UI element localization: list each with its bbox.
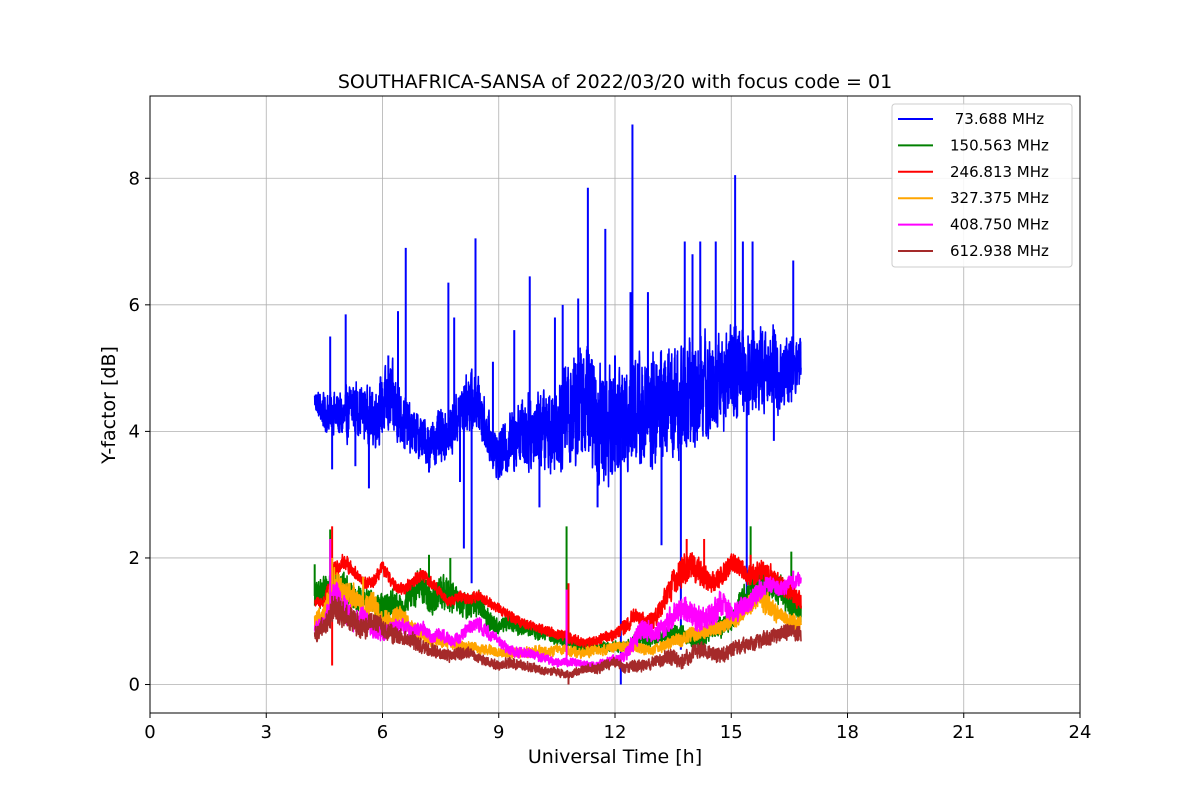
x-tick-label: 24 xyxy=(1069,722,1092,743)
chart-title: SOUTHAFRICA-SANSA of 2022/03/20 with foc… xyxy=(338,71,892,93)
x-tick-label: 3 xyxy=(261,722,272,743)
y-tick-label: 6 xyxy=(129,295,140,316)
series-line-4 xyxy=(313,571,802,671)
x-tick-label: 21 xyxy=(952,722,975,743)
legend-frame xyxy=(891,103,1073,268)
series-line-0 xyxy=(313,324,802,488)
x-axis-label: Universal Time [h] xyxy=(528,746,702,768)
legend-label: 73.688 MHz xyxy=(950,110,1044,128)
y-axis-label: Y-factor [dB] xyxy=(98,346,120,465)
y-tick-label: 0 xyxy=(129,675,140,696)
x-tick-label: 9 xyxy=(493,722,504,743)
series-line-3 xyxy=(313,566,802,660)
legend-label: 150.563 MHz xyxy=(950,136,1049,154)
legend-label: 327.375 MHz xyxy=(950,189,1049,207)
y-tick-label: 8 xyxy=(129,168,140,189)
series-layer xyxy=(313,124,802,685)
x-tick-label: 6 xyxy=(377,722,388,743)
y-tick-label: 2 xyxy=(129,548,140,569)
series-line-5 xyxy=(313,595,802,679)
legend-label: 246.813 MHz xyxy=(950,163,1049,181)
legend: 73.688 MHz 150.563 MHz 246.813 MHz 327.375 … xyxy=(891,103,1073,268)
x-tick-label: 0 xyxy=(144,722,155,743)
legend-label: 408.750 MHz xyxy=(950,216,1049,234)
x-tick-label: 18 xyxy=(836,722,859,743)
x-tick-label: 12 xyxy=(604,722,627,743)
y-tick-label: 4 xyxy=(129,421,140,442)
legend-label: 612.938 MHz xyxy=(950,242,1049,260)
series-line-2 xyxy=(313,552,802,649)
x-tick-label: 15 xyxy=(720,722,743,743)
